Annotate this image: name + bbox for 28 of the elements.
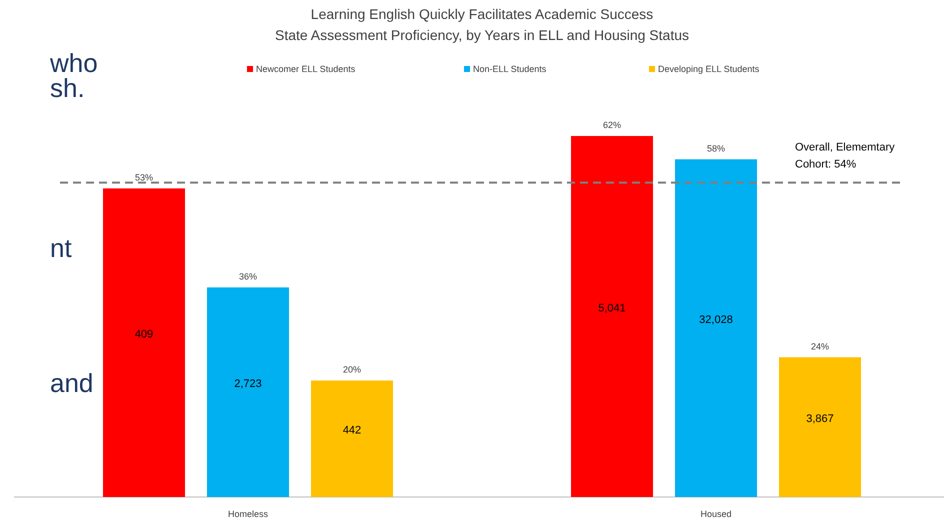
chart-subtitle: State Assessment Proficiency, by Years in ELL and Housing Status <box>274 27 690 43</box>
annotation: 409 <box>134 328 154 341</box>
annotation: 2,723 <box>234 378 262 390</box>
bar <box>207 287 289 497</box>
x-tick-label: Housed <box>700 509 732 519</box>
annotation: 3,867 <box>806 413 834 426</box>
data-label: 36% <box>238 271 258 282</box>
data-label: 24% <box>810 341 830 352</box>
legend-label: Non-ELL Students <box>473 64 547 74</box>
bar <box>103 188 185 497</box>
annotation: nt <box>50 233 72 263</box>
x-tick-label: Homeless <box>228 509 269 519</box>
annotation: 5,041 <box>598 302 626 314</box>
ref-line-label: Overall, Elememtary Cohort: 54% <box>795 142 896 171</box>
data-label: 62% <box>602 120 622 130</box>
legend-label: Newcomer ELL Students <box>256 64 356 74</box>
data-label: 58% <box>706 143 726 154</box>
annotation: 32,028 <box>699 314 733 326</box>
bar <box>675 159 757 497</box>
bar <box>779 357 861 497</box>
annotation: 442 <box>342 424 362 437</box>
bar <box>311 380 393 497</box>
data-label: 20% <box>342 364 362 375</box>
chart-title: Learning English Quickly Facilitates Academic Success <box>310 6 654 22</box>
annotation: and <box>50 368 94 398</box>
bar <box>571 136 653 497</box>
legend-label: Developing ELL Students <box>658 64 760 74</box>
data-label: 53% <box>134 172 154 182</box>
